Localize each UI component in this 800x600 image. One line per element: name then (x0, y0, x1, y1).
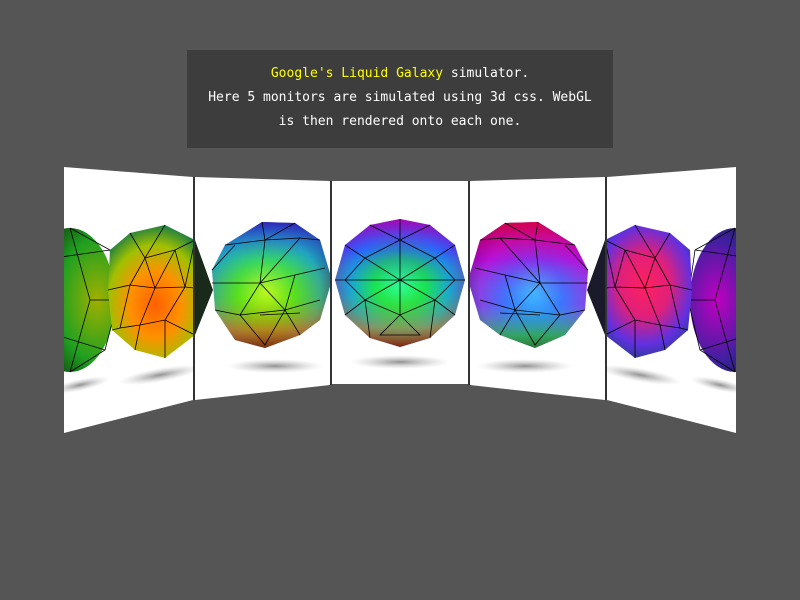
sphere-shadow (118, 364, 193, 386)
sphere-shadow (227, 359, 323, 373)
info-line-1-suffix: simulator. (443, 66, 530, 81)
info-line-2: Here 5 monitors are simulated using 3d c… (208, 90, 592, 105)
info-line-3: is then rendered onto each one. (278, 114, 522, 129)
sphere-monitor-1 (108, 225, 193, 358)
sphere-shadow (690, 376, 736, 394)
sphere-partial-right (690, 228, 736, 372)
sphere-shadow (350, 355, 450, 369)
monitor-2 (195, 177, 330, 400)
monitor-4 (470, 177, 605, 400)
sphere-shadow (477, 359, 573, 373)
sphere-monitor-5 (607, 225, 692, 358)
monitor-1 (64, 167, 193, 433)
info-panel: Google's Liquid Galaxy simulator. Here 5… (187, 50, 613, 148)
monitor-5 (607, 167, 736, 433)
sphere-shadow (64, 376, 110, 394)
sphere-shadow (607, 364, 682, 386)
monitor-3 (332, 181, 468, 384)
info-line-1: Google's Liquid Galaxy simulator. (187, 62, 613, 86)
sphere-partial-left (64, 228, 115, 372)
liquid-galaxy-link[interactable]: Google's Liquid Galaxy (270, 66, 444, 81)
